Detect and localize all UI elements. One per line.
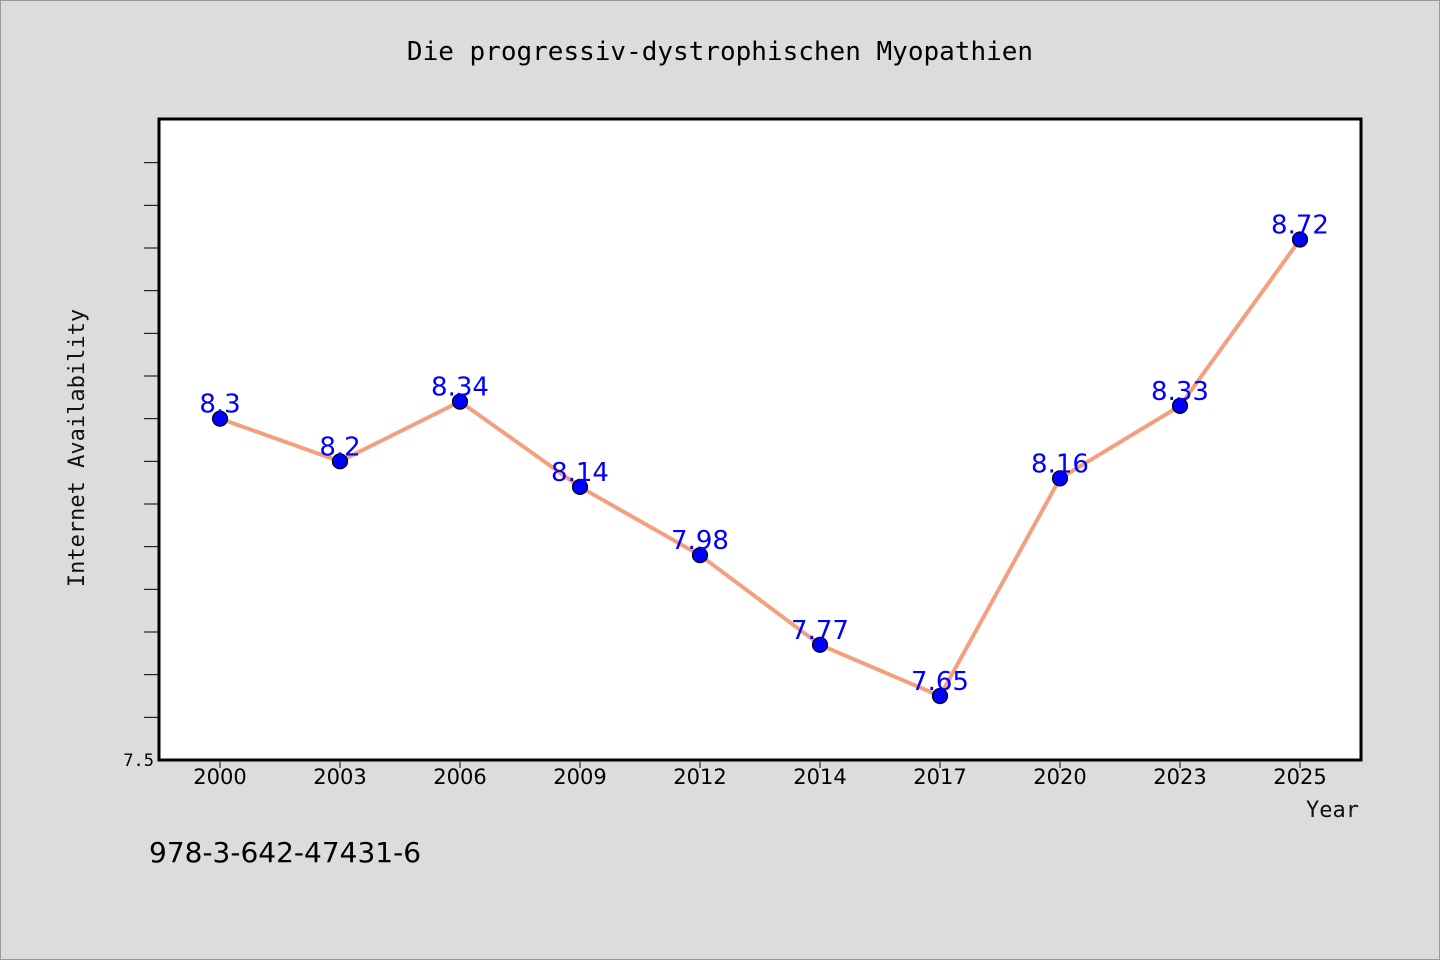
x-tick-label: 2012 (673, 765, 726, 789)
data-label: 8.2 (319, 432, 360, 462)
data-point (211, 410, 229, 427)
x-tick-label: 2006 (433, 765, 486, 789)
x-tick-label: 2000 (193, 765, 246, 789)
data-label: 8.72 (1271, 210, 1329, 240)
data-point (691, 547, 709, 564)
data-label: 7.98 (671, 526, 729, 556)
data-label: 8.34 (431, 373, 489, 403)
x-tick-label: 2017 (913, 765, 966, 789)
data-label: 8.16 (1031, 449, 1089, 479)
data-label: 8.3 (199, 390, 240, 420)
data-point (451, 393, 469, 410)
x-tick-label: 2009 (553, 765, 606, 789)
x-tick-label: 2003 (313, 765, 366, 789)
data-label: 7.65 (911, 667, 969, 697)
x-tick-label: 2023 (1153, 765, 1206, 789)
data-point (1171, 397, 1189, 414)
data-point (931, 687, 949, 705)
series-group: 8.3 8.2 8.34 8.14 7.98 7.77 7.65 8.16 8.33 8.72 (199, 210, 1329, 705)
chart-title: Die progressiv-dystrophischen Myopathien (407, 37, 1033, 67)
data-point (1291, 231, 1309, 248)
y-axis-label: Internet Availability (65, 309, 90, 587)
x-tick-label: 2014 (793, 765, 846, 789)
x-axis-ticks: 2000 2003 2006 2009 2012 2014 2017 2020 2023 2025 (193, 762, 1327, 789)
footnote-isbn: 978-3-642-47431-6 (149, 836, 421, 869)
plot-area (157, 117, 1363, 762)
data-label: 7.77 (791, 616, 849, 646)
data-label: 8.33 (1151, 377, 1209, 407)
x-tick-label: 2020 (1033, 765, 1086, 789)
series-line (219, 238, 1302, 698)
y-tick-label: 7.5 (123, 751, 154, 771)
data-point (811, 636, 829, 653)
data-point (571, 478, 589, 496)
x-tick-label: 2025 (1273, 765, 1326, 789)
data-point (1051, 470, 1069, 487)
data-point (331, 453, 349, 470)
x-axis-label: Year (1306, 798, 1359, 823)
y-axis-ticks: 7.5 (123, 162, 158, 771)
data-label: 8.14 (551, 458, 609, 488)
